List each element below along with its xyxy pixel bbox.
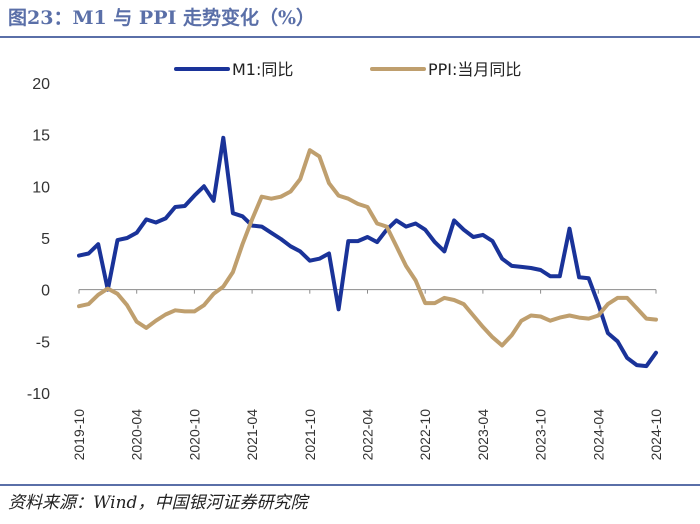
- x-tick-label: 2021-04: [244, 409, 260, 461]
- legend-label-m1: M1:同比: [232, 60, 293, 79]
- source-note: 资料来源：Wind，中国银河证券研究院: [8, 493, 308, 513]
- x-tick-label: 2023-10: [533, 409, 549, 461]
- x-tick-label: 2019-10: [71, 409, 87, 461]
- y-tick-label: 15: [32, 128, 50, 145]
- x-tick-label: 2020-10: [186, 409, 202, 461]
- y-tick-label: -5: [36, 334, 50, 351]
- m1-series-line: [77, 135, 658, 369]
- chart: 20 15 10 5 0 -5 -10 2019-10 2020-04 2020-10 2021-…: [27, 60, 664, 461]
- footer-rule: [0, 484, 700, 486]
- ppi-series-line: [77, 148, 658, 348]
- x-tick-label: 2020-04: [129, 409, 145, 461]
- x-axis: 2019-10 2020-04 2020-10 2021-04 2021-10 2022-…: [71, 289, 664, 461]
- y-tick-label: 20: [32, 76, 50, 93]
- x-tick-label: 2021-10: [302, 409, 318, 461]
- y-tick-label: 0: [41, 283, 50, 300]
- x-tick-label: 2022-10: [417, 409, 433, 461]
- x-tick-label: 2023-04: [475, 409, 491, 461]
- y-axis: 20 15 10 5 0 -5 -10: [27, 76, 50, 403]
- title-rule: [0, 36, 700, 38]
- figure-title: 图23：M1 与 PPI 走势变化（%）: [8, 7, 316, 29]
- y-tick-label: 5: [41, 231, 50, 248]
- x-tick-label: 2022-04: [360, 409, 376, 461]
- series-layer: [77, 135, 658, 369]
- x-tick-label: 2024-04: [590, 409, 606, 461]
- legend-label-ppi: PPI:当月同比: [428, 60, 521, 79]
- x-tick-label: 2024-10: [648, 409, 664, 461]
- y-tick-label: -10: [27, 386, 50, 403]
- legend: M1:同比 PPI:当月同比: [174, 60, 521, 79]
- y-tick-label: 10: [32, 179, 50, 196]
